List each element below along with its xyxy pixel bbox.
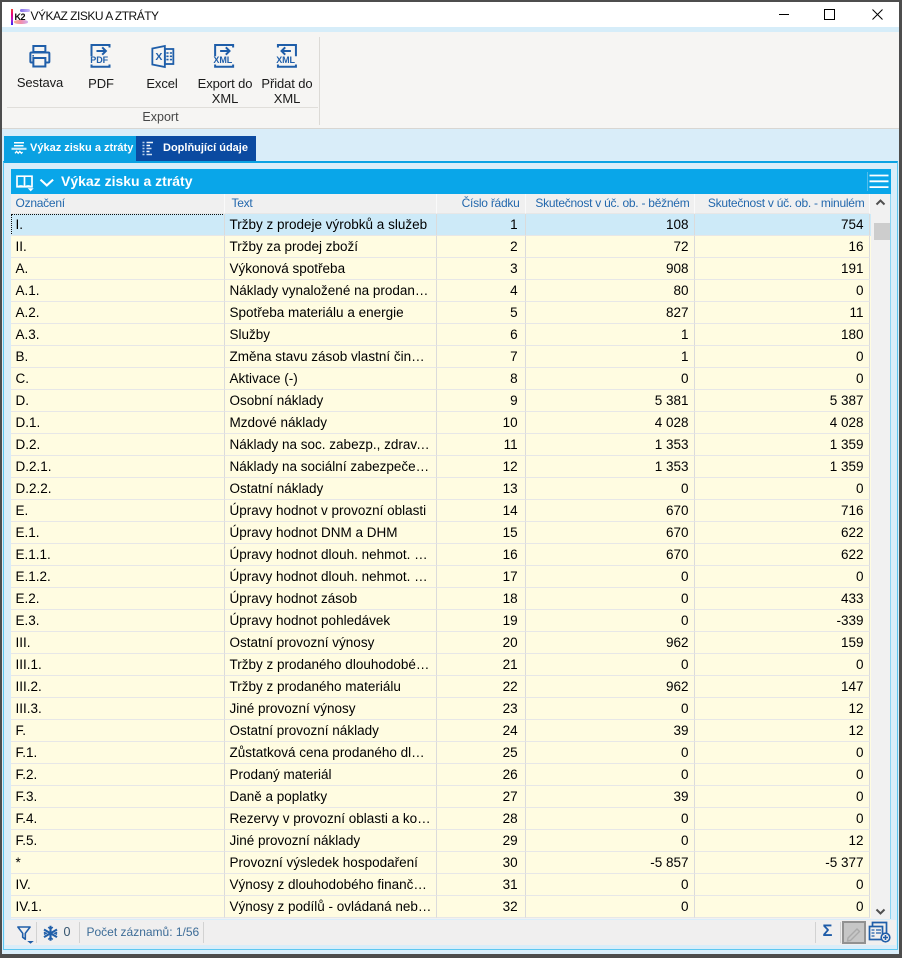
svg-text:XML: XML [214,55,233,65]
svg-text:XML: XML [276,55,295,65]
svg-text:PDF: PDF [90,55,108,65]
svg-text:X: X [155,51,162,63]
